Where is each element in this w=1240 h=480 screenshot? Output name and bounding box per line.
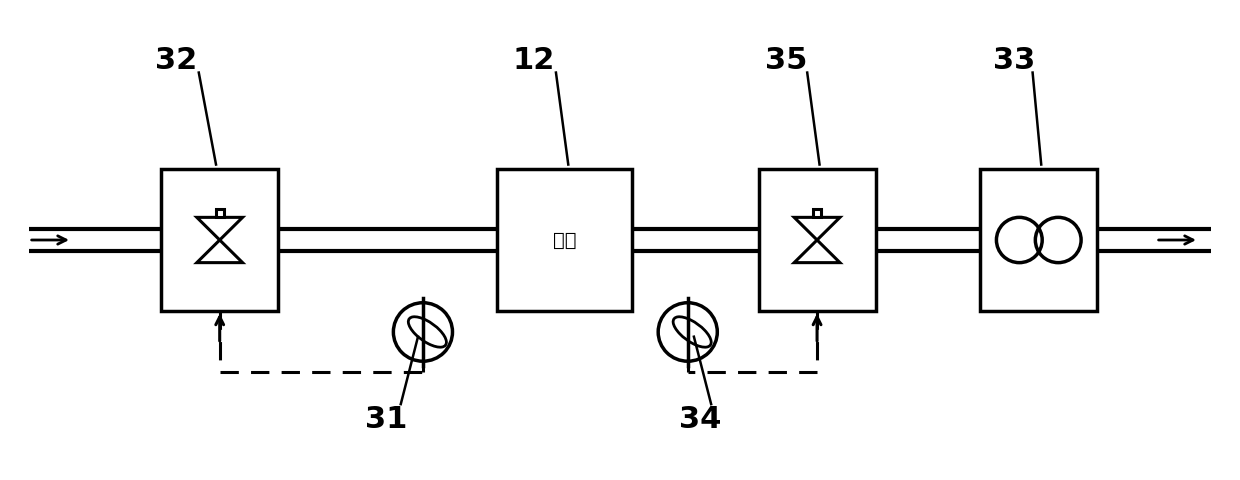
Text: 12: 12 — [512, 46, 556, 75]
Text: 导管: 导管 — [553, 230, 577, 250]
Bar — [759, 169, 875, 311]
Bar — [497, 169, 632, 311]
Bar — [161, 169, 278, 311]
Bar — [216, 209, 223, 217]
Text: 31: 31 — [365, 405, 407, 434]
Bar — [813, 209, 821, 217]
Text: 32: 32 — [155, 46, 197, 75]
Bar — [981, 169, 1097, 311]
Text: 35: 35 — [765, 46, 807, 75]
Text: 34: 34 — [678, 405, 722, 434]
Text: 33: 33 — [993, 46, 1035, 75]
